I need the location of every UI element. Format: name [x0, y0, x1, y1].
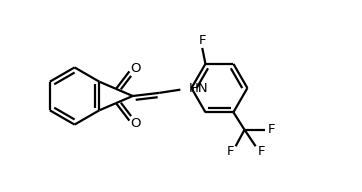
- Text: O: O: [130, 117, 140, 130]
- Text: F: F: [227, 146, 235, 158]
- Text: F: F: [198, 35, 206, 47]
- Text: HN: HN: [188, 82, 208, 94]
- Text: O: O: [130, 62, 140, 75]
- Text: F: F: [268, 123, 275, 136]
- Text: F: F: [258, 146, 265, 158]
